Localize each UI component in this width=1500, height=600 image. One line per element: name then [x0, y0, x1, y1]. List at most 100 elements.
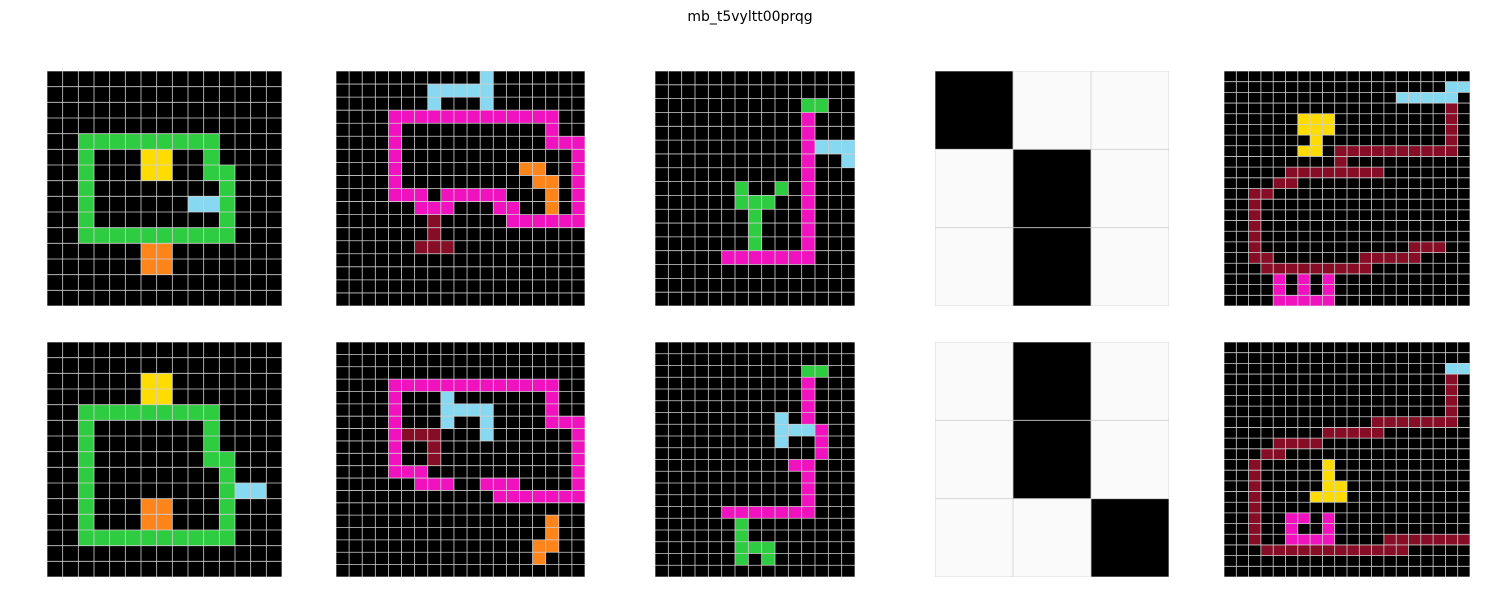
grid-cell [94, 404, 110, 421]
grid-cell [94, 357, 110, 374]
grid-cell [708, 565, 722, 577]
grid-cell [506, 564, 520, 577]
grid-cell [558, 162, 572, 176]
grid-cell [655, 483, 669, 495]
grid-cell [1285, 512, 1298, 524]
grid-cell [336, 84, 350, 98]
grid-cell [1347, 416, 1360, 428]
grid-cell [47, 71, 63, 87]
grid-cell [1248, 284, 1261, 296]
grid-cell [1224, 438, 1237, 449]
grid-cell [532, 428, 546, 441]
grid-cell [362, 366, 376, 380]
grid-cell [250, 561, 267, 577]
grid-cell [681, 518, 696, 531]
grid-cell [1408, 124, 1421, 136]
grid-cell [1347, 502, 1360, 513]
grid-cell [414, 527, 428, 540]
grid-cell [801, 153, 816, 168]
grid-cell [841, 167, 855, 182]
grid-cell [266, 545, 282, 562]
grid-cell [655, 494, 669, 507]
grid-cell [1359, 263, 1372, 275]
grid-cell [1408, 188, 1421, 200]
grid-cell [1322, 342, 1335, 353]
grid-cell [558, 279, 572, 293]
grid-cell [1297, 188, 1311, 200]
grid-cell [695, 436, 709, 448]
grid-cell [558, 366, 572, 380]
grid-cell [467, 201, 481, 215]
grid-cell [1347, 448, 1360, 460]
grid-cell [1445, 284, 1458, 296]
grid-cell [721, 424, 736, 437]
grid-cell [78, 227, 95, 244]
grid-cell [1334, 145, 1348, 157]
grid-cell [519, 527, 533, 540]
grid-cell [721, 236, 736, 251]
grid-cell [336, 149, 350, 163]
grid-cell [266, 514, 282, 531]
grid-cell [78, 451, 95, 468]
grid-cell [172, 498, 189, 515]
grid-cell [1347, 209, 1360, 221]
grid-cell [532, 175, 546, 189]
grid-cell [1248, 363, 1261, 375]
grid-cell [401, 478, 415, 491]
grid-cell [1273, 199, 1286, 210]
grid-cell [156, 357, 173, 374]
grid-cell [735, 412, 749, 425]
grid-cell [266, 180, 282, 197]
grid-cell [1383, 384, 1397, 396]
grid-cell [545, 502, 559, 516]
grid-cell [695, 483, 709, 495]
grid-cell [775, 167, 789, 182]
grid-cell [1371, 438, 1384, 449]
grid-cell [558, 149, 572, 163]
grid-cell [545, 71, 559, 85]
grid-cell [1445, 502, 1458, 513]
grid-cell [1285, 523, 1298, 535]
grid-cell [1359, 124, 1372, 136]
grid-cell [761, 553, 776, 566]
grid-cell [1420, 220, 1434, 232]
grid-cell [1408, 512, 1421, 524]
grid-cell [545, 379, 559, 392]
grid-cell [1224, 406, 1237, 417]
grid-cell [141, 290, 157, 306]
grid-cell [1383, 295, 1397, 306]
grid-cell [203, 133, 220, 150]
grid-cell [427, 84, 441, 98]
grid-cell [1310, 188, 1323, 200]
grid-cell [362, 440, 376, 454]
grid-cell [401, 366, 415, 380]
grid-cell [1310, 156, 1323, 168]
grid-cell [1334, 470, 1348, 481]
grid-cell [141, 436, 157, 452]
grid-cell [668, 389, 682, 401]
grid-cell [375, 539, 389, 553]
grid-cell [721, 389, 736, 401]
grid-cell [188, 71, 204, 87]
grid-cell [336, 490, 350, 503]
grid-cell [250, 259, 267, 275]
grid-cell [748, 353, 762, 366]
grid-cell [349, 478, 363, 491]
grid-cell [401, 515, 415, 528]
grid-cell [1396, 71, 1409, 82]
grid-cell [94, 530, 110, 546]
grid-cell [188, 180, 204, 197]
grid-cell [761, 565, 776, 577]
grid-cell [748, 342, 762, 354]
grid-cell [1322, 491, 1335, 503]
grid-cell [1285, 544, 1298, 556]
grid-cell [506, 188, 520, 202]
grid-cell [388, 527, 402, 540]
grid-cell [1433, 156, 1446, 168]
grid-cell [1445, 438, 1458, 449]
grid-cell [141, 342, 157, 358]
grid-cell [1260, 71, 1274, 82]
grid-cell [1224, 124, 1237, 136]
grid-cell [375, 416, 389, 429]
grid-cell [532, 266, 546, 280]
